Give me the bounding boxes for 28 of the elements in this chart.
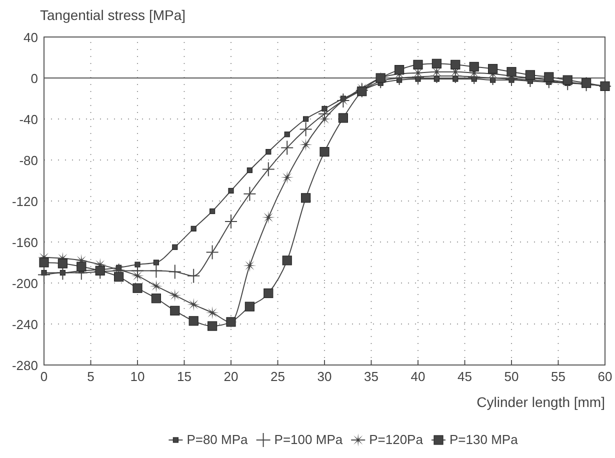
legend-label: P=130 MPa — [450, 432, 519, 447]
x-axis-title: Cylinder length [mm] — [476, 394, 605, 410]
x-tick-label: 60 — [598, 369, 612, 384]
legend-label: P=80 MPa — [186, 432, 249, 447]
x-tick-label: 35 — [364, 369, 378, 384]
x-tick-label: 55 — [551, 369, 566, 384]
y-tick-label: 40 — [24, 30, 38, 45]
x-tick-label: 10 — [130, 369, 145, 384]
x-tick-label: 0 — [40, 369, 48, 384]
x-tick-label: 15 — [177, 369, 192, 384]
x-tick-label: 40 — [410, 369, 426, 384]
x-tick-label: 50 — [504, 369, 519, 384]
x-tick-label: 45 — [458, 369, 472, 384]
y-tick-label: -200 — [12, 276, 38, 291]
y-tick-label: -160 — [12, 235, 38, 250]
y-tick-label: 0 — [30, 71, 38, 86]
legend-label: P=120Pa — [369, 432, 424, 447]
x-tick-label: 5 — [87, 369, 94, 384]
x-tick-label: 25 — [270, 369, 285, 384]
y-tick-label: -280 — [12, 358, 38, 373]
legend-label: P=100 MPa — [274, 432, 344, 447]
y-tick-label: -40 — [19, 112, 38, 127]
y-axis-title: Tangential stress [MPa] — [40, 7, 186, 23]
y-tick-label: -120 — [12, 194, 38, 209]
x-tick-label: 30 — [317, 369, 332, 384]
y-tick-label: -80 — [19, 153, 38, 168]
x-tick-label: 20 — [224, 369, 238, 384]
y-tick-label: -240 — [12, 317, 38, 332]
